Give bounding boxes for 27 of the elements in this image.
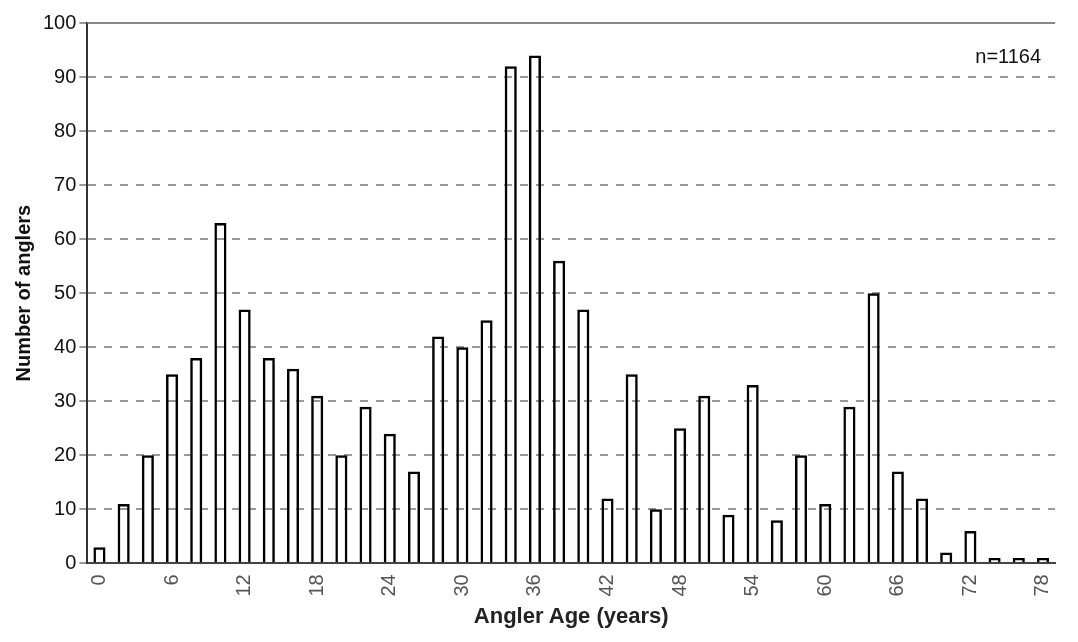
y-tick-label: 10: [54, 496, 77, 519]
x-tick-label: 72: [957, 574, 980, 597]
y-tick-label: 40: [54, 334, 77, 357]
y-tick-label: 90: [54, 64, 77, 87]
x-tick-label: 18: [304, 574, 327, 597]
x-tick-label: 42: [595, 574, 618, 597]
x-tick-label: 54: [740, 574, 763, 597]
x-tick-label: 60: [812, 574, 835, 597]
x-tick-label: 0: [86, 574, 109, 586]
y-tick-label: 70: [54, 172, 77, 195]
x-axis-title: Angler Age (years): [473, 602, 669, 628]
x-tick-label: 12: [232, 574, 255, 597]
x-tick-label: 30: [449, 574, 472, 597]
y-tick-label: 30: [54, 388, 77, 411]
y-tick-label: 60: [54, 226, 77, 249]
x-tick-label: 24: [377, 574, 400, 597]
x-tick-label: 66: [885, 574, 908, 597]
x-tick-label: 78: [1030, 574, 1053, 597]
x-tick-label: 36: [522, 574, 545, 597]
x-tick-label: 6: [159, 574, 182, 586]
y-tick-label: 20: [54, 442, 77, 465]
y-tick-label: 100: [42, 10, 77, 33]
y-tick-label: 50: [54, 280, 77, 303]
y-axis-title: Number of anglers: [11, 204, 34, 382]
annotation: n=1164: [975, 44, 1042, 67]
y-tick-label: 80: [54, 118, 77, 141]
x-tick-label: 48: [667, 574, 690, 597]
